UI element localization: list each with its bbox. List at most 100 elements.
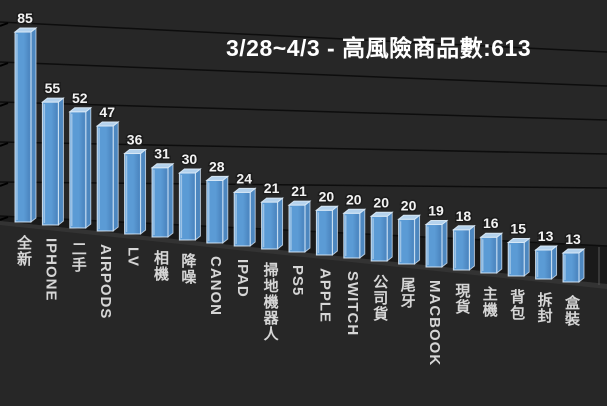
bar-IPHONE (40, 97, 65, 226)
axis-tick (0, 216, 9, 221)
bar-side-face (496, 232, 503, 274)
value-label: 18 (456, 208, 472, 224)
bar-top-face (424, 220, 449, 226)
category-label: 全新 (15, 235, 32, 267)
category-label: SWITCH (343, 271, 361, 337)
bar-side-face (85, 106, 92, 229)
category-label: IPAD (234, 259, 252, 298)
bar-top-face (40, 97, 65, 103)
category-label: 尾牙 (398, 277, 416, 309)
gridline (0, 21, 607, 53)
category-label: 降噪 (179, 253, 197, 285)
value-label: 31 (154, 146, 170, 162)
category-label: 相機 (152, 250, 169, 282)
axis-tick (0, 182, 9, 187)
bar-全新 (13, 27, 38, 223)
value-label: 21 (291, 183, 307, 199)
bar-side-face (57, 97, 64, 226)
bar-top-face (506, 237, 531, 243)
bar-top-face (314, 205, 339, 211)
bar-主機 (479, 232, 504, 274)
category-label: 背包 (508, 289, 526, 321)
value-label: 20 (346, 191, 362, 207)
category-label: PS5 (289, 265, 306, 297)
bar-PS5 (287, 200, 312, 253)
bar-IPAD (232, 187, 257, 247)
bar-top-face (397, 214, 422, 220)
category-label: 公司貨 (371, 274, 389, 322)
category-label: 主機 (480, 286, 498, 318)
value-label: 52 (72, 90, 88, 106)
bar-AIRPODS (95, 121, 120, 232)
value-label: 21 (264, 180, 280, 196)
bar-top-face (369, 211, 394, 217)
category-label: 掃地機器人 (261, 262, 279, 342)
bar-side-face (359, 208, 366, 259)
category-label: 現貨 (453, 283, 471, 315)
gridline (0, 61, 607, 87)
value-label: 20 (319, 188, 335, 204)
bar-top-face (287, 200, 312, 206)
category-label: CANON (206, 256, 224, 316)
bar-APPLE (314, 205, 339, 256)
value-label: 47 (99, 104, 115, 120)
category-label: MACBOOK (426, 280, 443, 367)
category-label: AIRPODS (97, 244, 115, 320)
bar-side-face (304, 200, 311, 253)
bar-掃地機器人 (260, 197, 285, 250)
axis-tick (0, 62, 9, 67)
value-label: 28 (209, 158, 225, 174)
value-label: 24 (236, 170, 252, 186)
value-label: 30 (182, 151, 198, 167)
value-label: 20 (373, 194, 389, 210)
bar-top-face (479, 232, 504, 238)
gridline (0, 101, 607, 121)
chart-floor-edge (0, 221, 607, 289)
axis-tick (0, 142, 9, 147)
bar-SWITCH (342, 208, 367, 259)
bar-side-face (30, 27, 37, 223)
bar-top-face (232, 187, 257, 193)
value-label: 13 (538, 228, 554, 244)
bar-side-face (194, 168, 201, 241)
bar-top-face (342, 208, 367, 214)
bar-side-face (277, 197, 284, 250)
bar-top-face (150, 163, 175, 169)
bar-top-face (534, 245, 559, 251)
bar-side-face (468, 224, 475, 271)
value-label: 85 (17, 10, 33, 26)
bar-side-face (551, 245, 558, 280)
bar-top-face (561, 248, 586, 254)
value-label: 13 (565, 231, 581, 247)
bar-top-face (451, 225, 476, 231)
bar-top-face (13, 27, 38, 33)
bar-盒裝 (561, 248, 586, 283)
bar-side-face (222, 175, 229, 244)
bar-side-face (140, 148, 147, 235)
bar-公司貨 (369, 211, 394, 262)
bar-降噪 (177, 168, 202, 241)
bar-side-face (112, 121, 119, 232)
bar-side-face (441, 219, 448, 268)
bar-背包 (506, 237, 531, 277)
bar-side-face (523, 237, 530, 277)
bar-side-face (249, 187, 256, 247)
axis-tick (0, 102, 9, 107)
value-label: 36 (127, 132, 143, 148)
category-label: APPLE (316, 268, 334, 324)
category-label: 拆封 (535, 292, 553, 324)
bar-top-face (177, 168, 202, 174)
axis-tick (0, 22, 9, 27)
value-label: 20 (401, 197, 417, 213)
bar-拆封 (534, 245, 559, 280)
value-label: 19 (428, 203, 444, 219)
bar-top-face (123, 149, 148, 155)
bar-side-face (167, 162, 174, 238)
bar-LV (123, 148, 148, 235)
bar-side-face (578, 248, 585, 283)
bar-現貨 (451, 224, 476, 271)
bar-CANON (205, 175, 230, 244)
bar-top-face (68, 107, 93, 113)
value-label: 16 (483, 215, 499, 231)
